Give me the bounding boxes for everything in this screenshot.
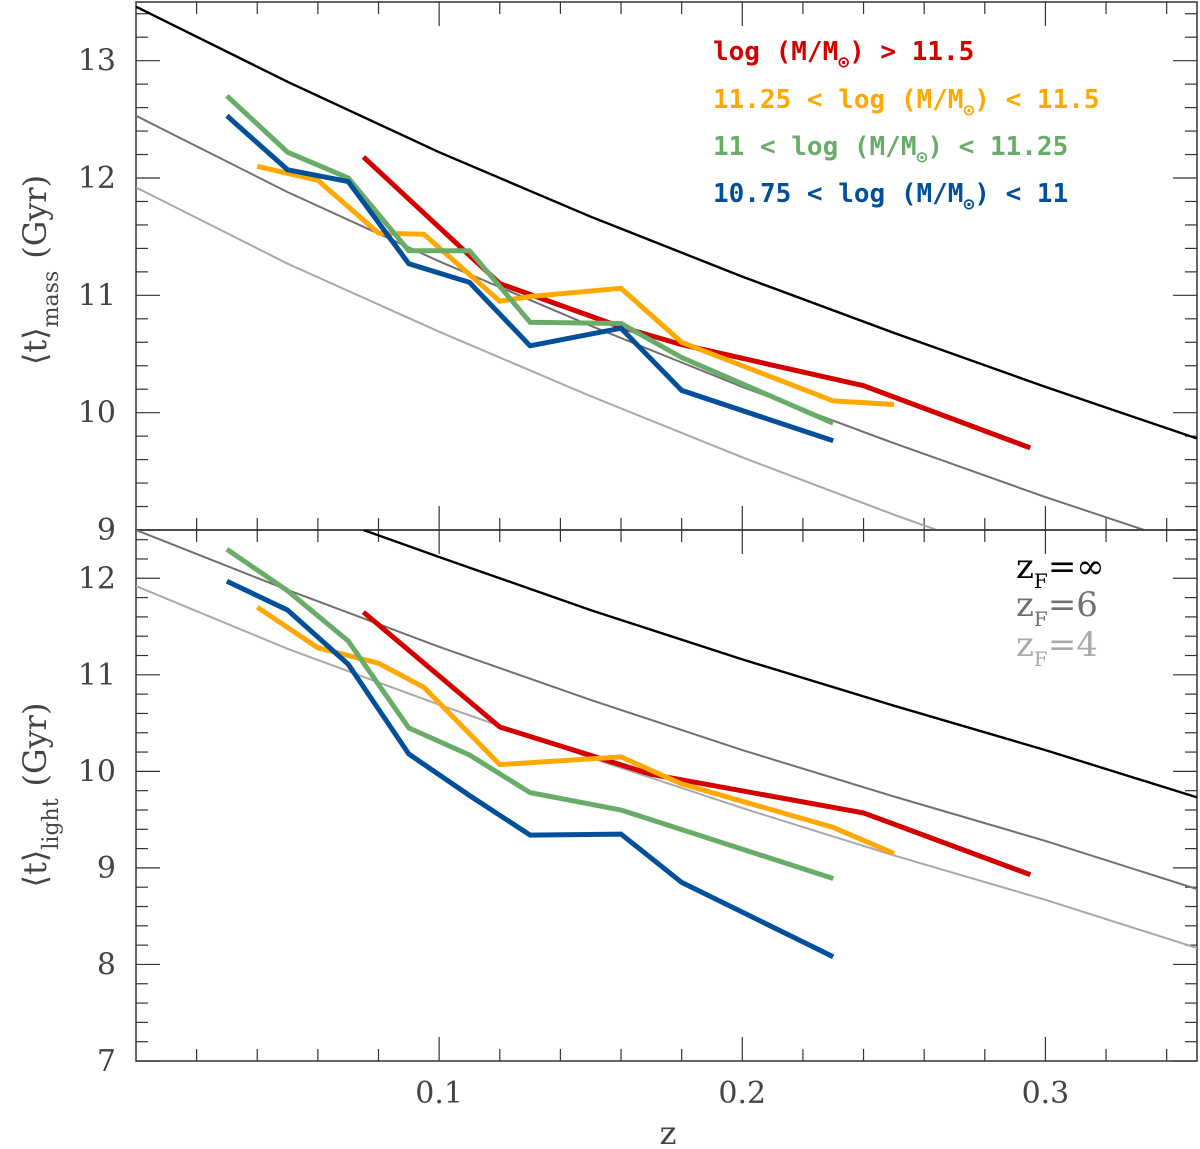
legend-entry-2: 11 < log (M/M⊙) < 11.25 [713, 132, 1068, 168]
axis-labels: 0.1 0.2 0.3z⟨t⟩mass(Gyr)⟨t⟩light(Gyr) [16, 175, 1069, 1149]
top-panel: 9 10 11 12 13 [78, 1, 1198, 548]
mass-y-axis-title: ⟨t⟩mass (Gyr) [16, 175, 64, 365]
mass-model-curve-z-f [136, 5, 1197, 440]
y-axis-title-unit: (Gyr) [16, 703, 54, 787]
legend-entry-1: 11.25 < log (M/M⊙) < 11.5 [713, 85, 1100, 121]
mass-y-tick-label: 13 [78, 44, 116, 79]
mass-model-curve-z-f-6 [136, 114, 1148, 530]
x-tick-label: 0.1 [415, 1076, 463, 1111]
light-y-axis-title: ⟨t⟩light (Gyr) [16, 703, 64, 888]
mass-bin-legend: log (M/M⊙) > 11.5 11.25 < log (M/M⊙) < 11… [713, 37, 1100, 215]
mass-y-tick-label: 10 [78, 396, 116, 431]
y-axis-title-subscript: light [39, 798, 64, 849]
x-axis-title: z [660, 1114, 677, 1149]
formation-redshift-legend: zF=∞zF=6zF=4 [1016, 547, 1105, 671]
legend-entry-3: 10.75 < log (M/M⊙) < 11 [713, 179, 1068, 215]
mass-y-tick-label: 11 [78, 278, 116, 313]
light-y-tick-label: 7 [97, 1044, 116, 1079]
y-axis-title-symbol: ⟨t⟩ [16, 327, 54, 365]
light-y-tick-label: 9 [97, 851, 116, 886]
light-model-curve-z-f-4 [136, 585, 1197, 949]
light-model-curve-z-f [362, 530, 1197, 799]
x-tick-label: 0.3 [1022, 1076, 1070, 1111]
light-y-tick-label: 10 [78, 754, 116, 789]
mass-series-line-3 [225, 113, 834, 444]
light-series-line-3 [225, 578, 835, 959]
y-axis-title-symbol: ⟨t⟩ [16, 850, 54, 888]
y-axis-title-subscript: mass [39, 271, 64, 328]
light-model-curve-z-f-6 [136, 530, 1197, 891]
bottom-panel: 7 8 9 10 11 12 [78, 529, 1198, 1079]
formation-legend-entry-0: zF=∞ [1016, 547, 1105, 593]
light-y-tick-label: 11 [78, 658, 116, 693]
mass-series-line-2 [225, 94, 835, 426]
formation-legend-entry-1: zF=6 [1016, 585, 1098, 631]
light-y-tick-label: 12 [78, 561, 116, 596]
x-tick-label: 0.2 [718, 1076, 766, 1111]
light-y-tick-label: 8 [97, 947, 116, 982]
light-panel-frame [135, 529, 1198, 1062]
light-series-line-0 [361, 610, 1032, 878]
formation-legend-entry-2: zF=4 [1016, 625, 1098, 671]
y-axis-title-unit: (Gyr) [16, 175, 54, 259]
legend-entry-0: log (M/M⊙) > 11.5 [713, 37, 974, 73]
light-series-line-2 [225, 547, 834, 881]
mass-series-line-1 [256, 163, 895, 407]
mass-y-tick-label: 12 [78, 161, 116, 196]
mass-y-tick-label: 9 [97, 513, 116, 548]
mass-model-curve-z-f-4 [136, 186, 940, 530]
